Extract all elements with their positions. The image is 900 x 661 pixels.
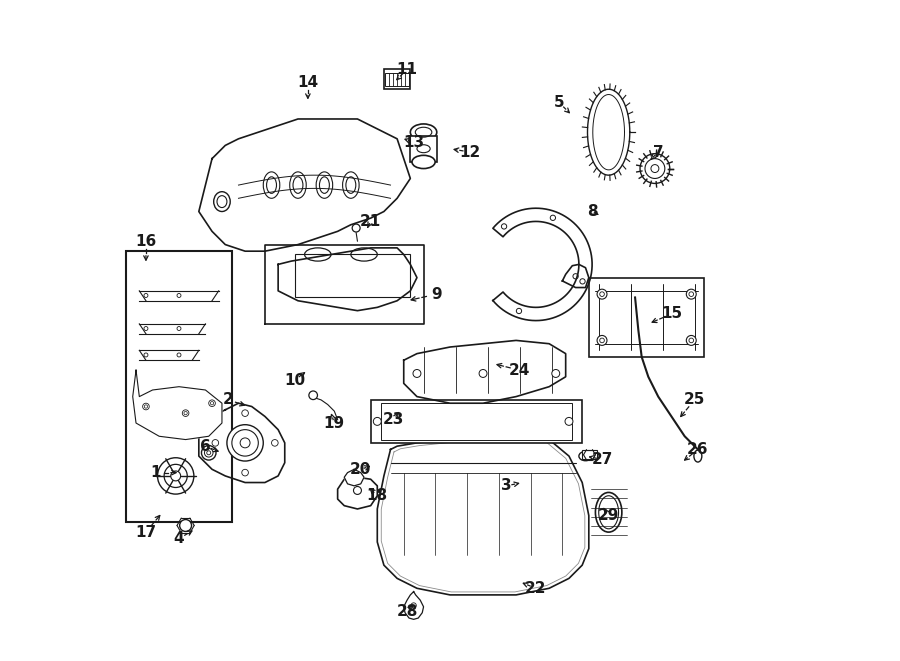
Text: 19: 19 [324,416,345,430]
Text: 28: 28 [396,604,418,619]
Ellipse shape [374,418,382,426]
Polygon shape [404,592,424,619]
Text: 24: 24 [508,363,530,377]
Text: 23: 23 [383,412,404,427]
Ellipse shape [177,353,181,357]
Ellipse shape [142,403,149,410]
Text: 14: 14 [297,75,319,90]
Text: 25: 25 [684,393,706,407]
Ellipse shape [552,369,560,377]
Bar [294,254,410,297]
Ellipse shape [687,335,697,345]
Text: 8: 8 [587,204,598,219]
Text: 13: 13 [403,135,424,149]
Polygon shape [199,119,410,251]
Ellipse shape [183,410,189,416]
Ellipse shape [272,440,278,446]
Ellipse shape [144,293,148,297]
Polygon shape [344,469,364,486]
Polygon shape [132,370,222,440]
Ellipse shape [352,224,360,232]
Bar [582,450,597,459]
Ellipse shape [479,369,487,377]
Ellipse shape [579,451,592,461]
Ellipse shape [413,369,421,377]
Text: 16: 16 [135,234,157,249]
Text: 18: 18 [366,488,388,503]
Bar [589,278,705,357]
Ellipse shape [209,400,215,407]
Text: 17: 17 [135,525,157,539]
Ellipse shape [320,177,329,193]
Text: 15: 15 [661,307,682,321]
Ellipse shape [177,293,181,297]
Ellipse shape [687,290,697,299]
Text: 12: 12 [459,145,481,159]
Ellipse shape [565,418,573,426]
Polygon shape [199,403,284,483]
Bar [385,73,409,86]
Ellipse shape [144,327,148,330]
Text: 1: 1 [150,465,161,480]
Ellipse shape [177,327,181,330]
Bar [410,136,436,162]
Ellipse shape [413,141,434,156]
Polygon shape [493,208,592,321]
Polygon shape [377,436,589,595]
Text: 5: 5 [554,95,564,110]
Text: 2: 2 [223,393,234,407]
Text: 6: 6 [200,439,211,453]
Ellipse shape [597,290,607,299]
Ellipse shape [153,453,199,499]
Polygon shape [562,264,589,288]
Text: 11: 11 [397,62,418,77]
Ellipse shape [410,124,436,140]
Text: 3: 3 [501,479,511,493]
Bar [371,400,582,443]
Ellipse shape [640,154,670,183]
Ellipse shape [309,391,318,399]
Ellipse shape [144,353,148,357]
Text: 20: 20 [350,462,372,477]
Ellipse shape [293,177,303,193]
Text: 9: 9 [431,287,442,301]
Text: 27: 27 [591,452,613,467]
Ellipse shape [213,192,230,212]
Text: 26: 26 [687,442,708,457]
Text: 22: 22 [526,581,546,596]
Ellipse shape [212,440,219,446]
Text: 29: 29 [598,508,619,523]
Text: 10: 10 [284,373,305,387]
Ellipse shape [412,155,435,169]
Bar [384,69,410,89]
Polygon shape [278,248,417,311]
Ellipse shape [266,177,276,193]
Bar [126,251,232,522]
Polygon shape [338,473,377,509]
Ellipse shape [597,335,607,345]
Bar [381,403,572,440]
Ellipse shape [227,424,264,461]
Ellipse shape [242,469,248,476]
Text: 21: 21 [360,214,382,229]
Ellipse shape [180,520,192,531]
Ellipse shape [694,450,702,462]
Ellipse shape [242,410,248,416]
Ellipse shape [346,177,356,193]
Polygon shape [404,340,566,403]
Text: 7: 7 [652,145,663,159]
Text: 4: 4 [174,531,184,546]
Ellipse shape [202,446,216,460]
Ellipse shape [596,492,622,532]
